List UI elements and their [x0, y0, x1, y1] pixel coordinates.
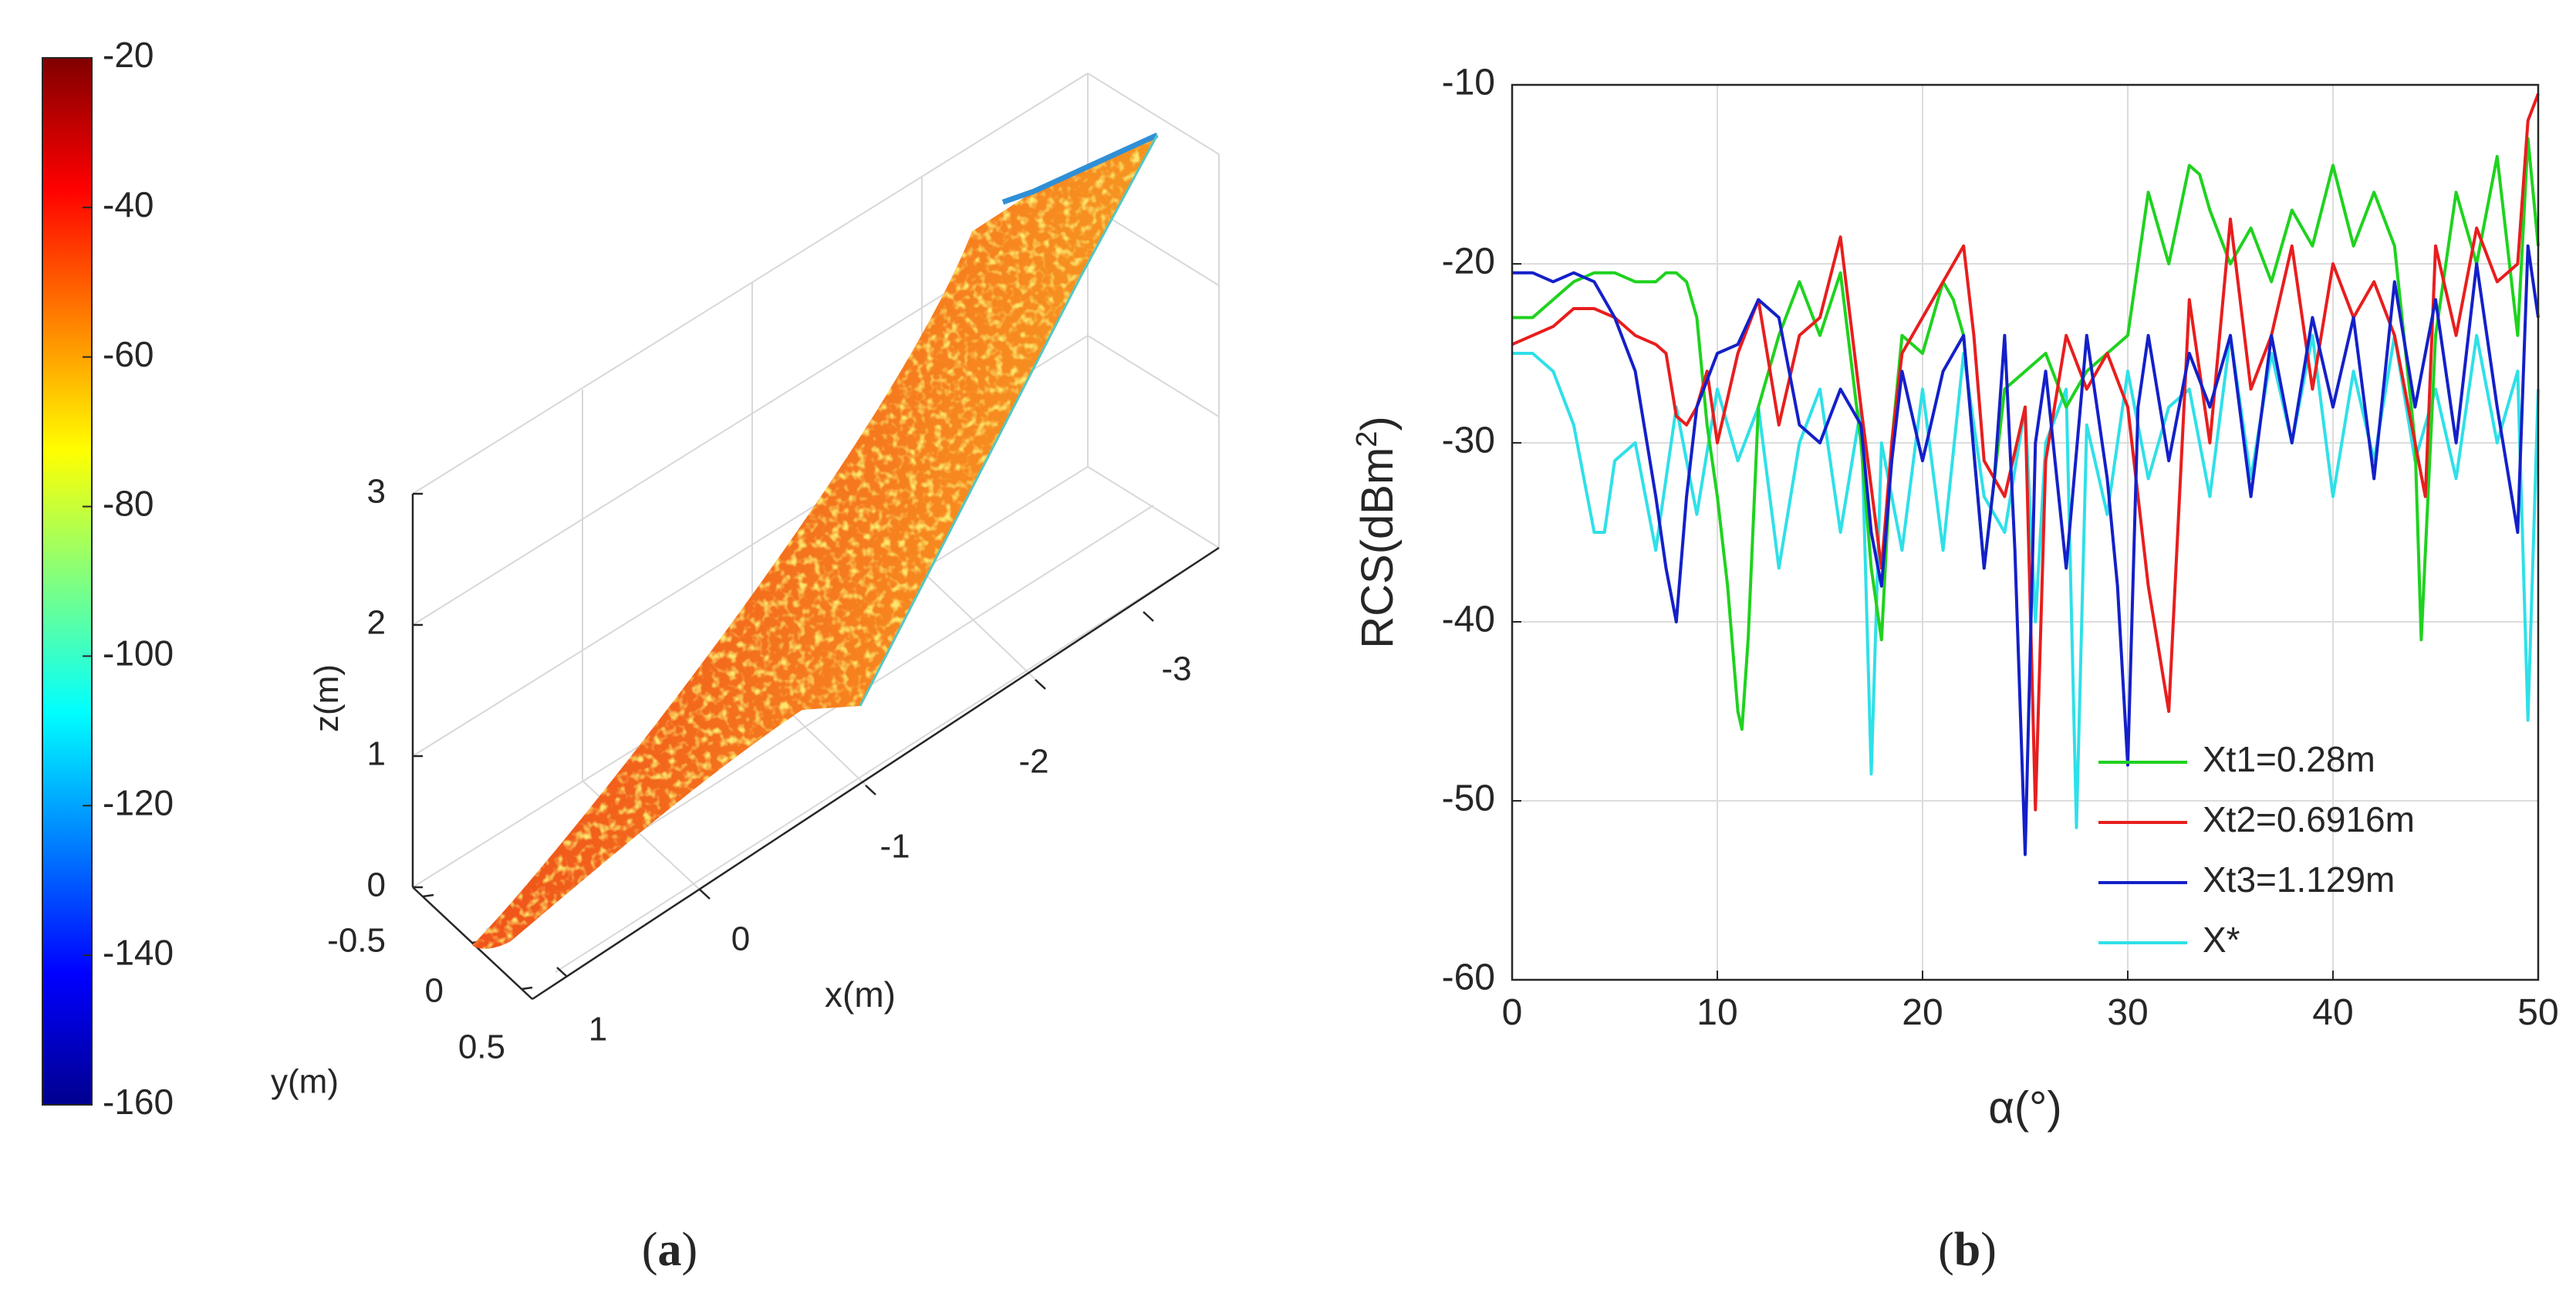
y-tick-label: -30	[1442, 420, 1495, 461]
z-tick-0: 0	[367, 866, 386, 904]
colorbar-tick-label: -60	[103, 334, 154, 374]
y-tick-2: 0.5	[458, 1028, 505, 1066]
colorbar-tick-label: -100	[103, 633, 174, 674]
y-axis-label: RCS(dBm2)	[1351, 416, 1403, 649]
x-tick-label: 50	[2517, 992, 2558, 1033]
x-tick-0: 1	[589, 1011, 607, 1048]
colorbar-tick-label: -160	[103, 1082, 174, 1122]
y-tick-label: -40	[1442, 599, 1495, 640]
y-axis-label: y(m)	[271, 1063, 339, 1101]
y-tick-label: -10	[1442, 62, 1495, 103]
colorbar-tick-label: -40	[103, 184, 154, 225]
3d-box-grid	[412, 73, 1220, 973]
x-tick-label: 40	[2312, 992, 2353, 1033]
y-tick-label: -50	[1442, 778, 1495, 819]
x-tick-2: -1	[879, 828, 910, 866]
x-tick-3: -2	[1018, 743, 1048, 781]
rcs-surface	[472, 132, 1159, 949]
plot-tick-labels: 0 10 20 30 40 50 -10 -20 -30 -40 -50 -60	[1442, 62, 2559, 1033]
x-axis	[532, 546, 1220, 1001]
series-line-xt3	[1512, 244, 2540, 856]
colorbar-tick-label: -20	[103, 35, 154, 75]
plot-series	[1511, 93, 2540, 856]
y-tick-label: -20	[1442, 241, 1495, 282]
series-line-xt2	[1511, 93, 2540, 812]
colorbar-ticks: -20 -40 -60 -80 -100 -120 -140 -160	[83, 35, 174, 1122]
x-axis-label: x(m)	[825, 974, 896, 1015]
x-tick-label: 0	[1502, 992, 1523, 1033]
x-tick-1: 0	[731, 920, 750, 958]
colorbar	[42, 57, 93, 1106]
legend-label-xstar: X*	[2203, 920, 2240, 960]
y-tick-label: -60	[1442, 957, 1495, 998]
z-axis	[411, 492, 423, 889]
x-tick-label: 30	[2107, 992, 2148, 1033]
x-tick-label: 10	[1697, 992, 1737, 1033]
legend-label-xt1: Xt1=0.28m	[2203, 739, 2375, 779]
y-tick-1: 0	[425, 972, 444, 1010]
z-axis-label: z(m)	[308, 664, 346, 732]
z-tick-1: 1	[367, 735, 386, 773]
z-tick-2: 2	[367, 604, 386, 642]
legend-label-xt2: Xt2=0.6916m	[2203, 799, 2415, 839]
x-axis-label: α(°)	[1988, 1082, 2061, 1133]
x-tick-4: -3	[1161, 650, 1191, 688]
panel-a-label: (a)	[642, 1224, 697, 1276]
y-tick-0: -0.5	[327, 922, 386, 960]
x-tick-label: 20	[1902, 992, 1943, 1033]
z-tick-3: 3	[367, 473, 386, 511]
panel-a-surface-plot: -20-40-60-80-100-120-140-160	[42, 35, 1220, 1276]
colorbar-tick-label: -80	[103, 484, 154, 524]
legend: Xt1=0.28m Xt2=0.6916m Xt3=1.129m X*	[2098, 739, 2415, 960]
panel-b-rcs-line-chart: 0 10 20 30 40 50 -10 -20 -30 -40 -50 -60 α(°) RCS(d…	[1351, 62, 2559, 1276]
plot-frame	[1511, 83, 2540, 981]
panel-b-label: (b)	[1938, 1224, 1997, 1276]
colorbar-tick-label: -120	[103, 782, 174, 822]
colorbar-tick-label: -140	[103, 932, 174, 972]
legend-label-xt3: Xt3=1.129m	[2203, 859, 2395, 900]
